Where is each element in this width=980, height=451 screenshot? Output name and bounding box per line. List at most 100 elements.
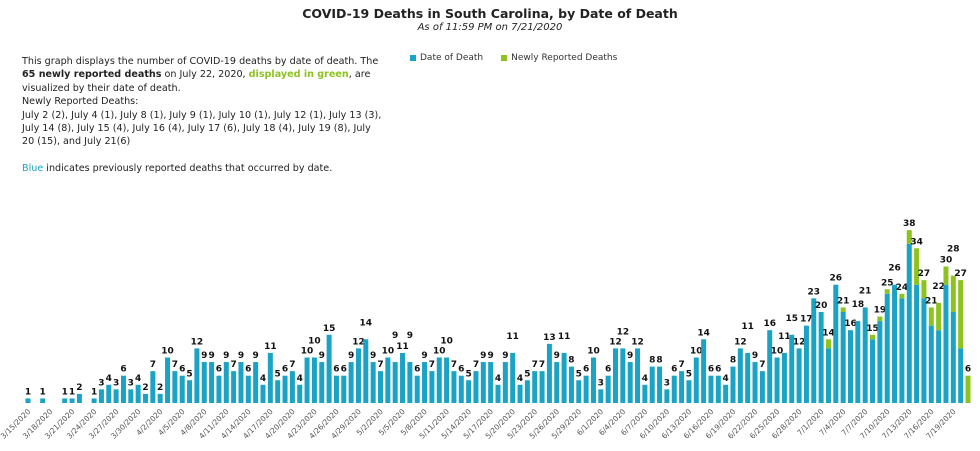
data-label: 1: [25, 387, 31, 397]
bar-date-of-death: [289, 371, 295, 403]
bar-date-of-death: [620, 348, 626, 403]
data-label: 11: [778, 332, 791, 342]
data-label: 27: [918, 269, 931, 279]
data-label: 23: [808, 287, 821, 297]
data-label: 10: [382, 347, 395, 357]
data-label: 3: [664, 378, 670, 388]
bar-newly-reported: [840, 307, 846, 312]
data-label: 6: [583, 365, 589, 375]
data-label: 9: [480, 351, 486, 361]
bar-date-of-death: [113, 389, 119, 403]
bar-date-of-death: [98, 389, 104, 403]
data-label: 28: [947, 245, 960, 255]
bar-date-of-death: [936, 330, 942, 403]
bar-date-of-death: [825, 348, 831, 403]
bar-newly-reported: [870, 334, 876, 340]
data-label: 10: [771, 347, 784, 357]
bar-date-of-death: [179, 375, 185, 403]
bar-date-of-death: [495, 384, 501, 403]
data-label: 9: [421, 351, 427, 361]
legend-label: Newly Reported Deaths: [511, 53, 618, 63]
data-label: 6: [414, 365, 420, 375]
data-label: 12: [631, 337, 644, 347]
data-label: 14: [360, 318, 373, 328]
data-label: 9: [223, 351, 229, 361]
data-label: 5: [186, 369, 192, 379]
bar-date-of-death: [510, 352, 516, 403]
bar-newly-reported: [950, 275, 956, 312]
data-label: 11: [506, 332, 519, 342]
bar-date-of-death: [157, 393, 163, 403]
data-label: 6: [715, 365, 721, 375]
data-label: 17: [800, 315, 813, 325]
bar-date-of-death: [106, 384, 112, 403]
bar-date-of-death: [796, 348, 802, 403]
data-label: 1: [62, 387, 68, 397]
data-label: 9: [201, 351, 207, 361]
data-label: 15: [323, 324, 336, 334]
data-label: 9: [752, 351, 758, 361]
data-label: 14: [822, 328, 835, 338]
bar-date-of-death: [818, 312, 824, 403]
bar-date-of-death: [767, 330, 773, 403]
bar-date-of-death: [789, 334, 795, 403]
bar-date-of-death: [774, 357, 780, 403]
bar-date-of-death: [282, 375, 288, 403]
bar-date-of-death: [502, 362, 508, 403]
data-label: 3: [113, 378, 119, 388]
bar-date-of-death: [245, 375, 251, 403]
description: This graph displays the number of COVID-…: [22, 55, 382, 176]
data-label: 11: [264, 342, 277, 352]
data-label: 6: [341, 365, 347, 375]
bar-date-of-death: [333, 375, 339, 403]
bar-date-of-death: [201, 362, 207, 403]
bar-date-of-death: [781, 352, 787, 403]
bar-date-of-death: [363, 339, 369, 403]
data-label: 21: [859, 286, 872, 296]
data-label: 12: [609, 337, 622, 347]
chart-subtitle: As of 11:59 PM on 7/21/2020: [417, 22, 563, 33]
data-label: 9: [253, 351, 259, 361]
bar-date-of-death: [194, 348, 200, 403]
desc-newly-header: Newly Reported Deaths:: [22, 96, 139, 108]
data-label: 11: [741, 322, 754, 332]
data-label: 20: [815, 301, 828, 311]
bar-date-of-death: [311, 357, 317, 403]
desc-text: indicates previously reported deaths tha…: [43, 163, 333, 175]
data-label: 25: [881, 278, 894, 288]
bar-date-of-death: [444, 357, 450, 403]
data-label: 9: [370, 351, 376, 361]
bar-date-of-death: [304, 357, 310, 403]
data-label: 7: [532, 360, 538, 370]
data-label: 10: [161, 347, 174, 357]
bar-date-of-death: [613, 348, 618, 403]
data-label: 8: [568, 356, 574, 366]
data-label: 9: [208, 351, 214, 361]
bar-date-of-death: [568, 366, 574, 403]
bar-date-of-death: [906, 243, 912, 403]
bar-date-of-death: [914, 284, 920, 403]
bar-date-of-death: [40, 398, 46, 403]
data-label: 2: [142, 383, 148, 393]
bar-newly-reported: [906, 230, 912, 244]
data-label: 6: [120, 365, 126, 375]
data-label: 6: [671, 365, 677, 375]
data-label: 7: [150, 360, 156, 370]
data-label: 6: [179, 365, 185, 375]
data-label: 7: [289, 360, 295, 370]
bar-date-of-death: [539, 371, 545, 403]
bar-date-of-death: [407, 362, 413, 403]
data-label: 21: [837, 296, 850, 306]
bar-date-of-death: [679, 371, 685, 403]
data-label: 1: [91, 387, 97, 397]
data-label: 9: [392, 331, 398, 341]
bar-date-of-death: [187, 380, 193, 403]
bar-date-of-death: [635, 348, 641, 403]
data-label: 7: [377, 360, 383, 370]
data-label: 18: [852, 300, 865, 310]
bar-date-of-death: [723, 384, 729, 403]
data-label: 3: [598, 378, 604, 388]
bar-date-of-death: [715, 375, 721, 403]
legend-label: Date of Death: [420, 53, 484, 63]
data-label: 5: [686, 369, 692, 379]
